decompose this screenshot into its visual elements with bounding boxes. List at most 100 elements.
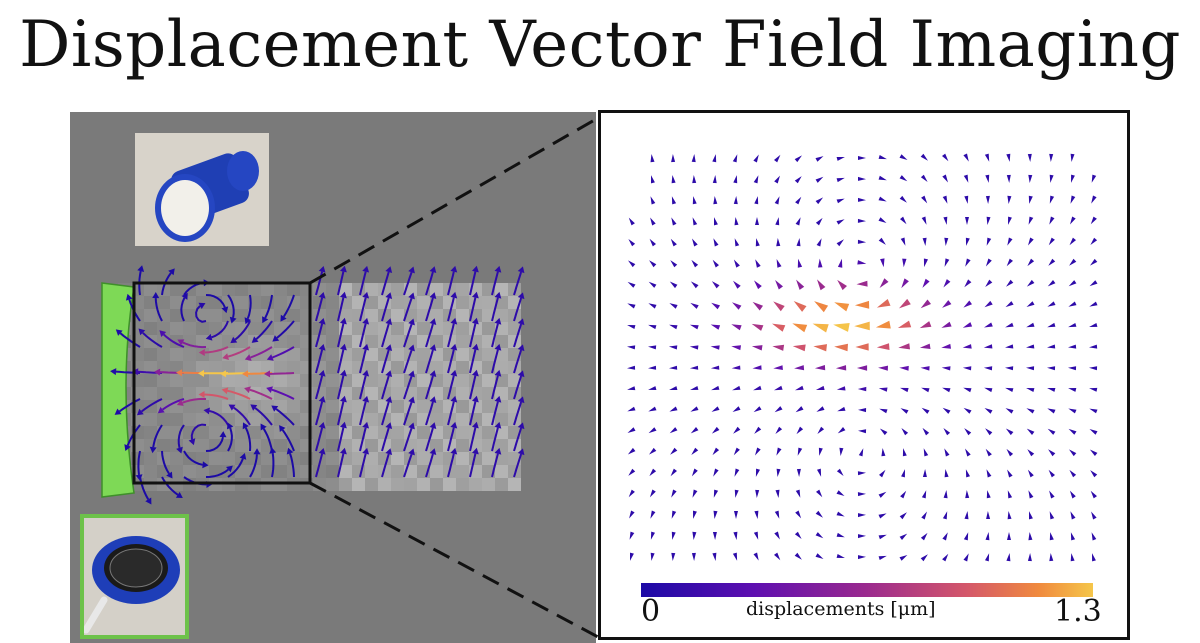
vector-arrow: [671, 531, 676, 540]
vector-arrow: [1070, 153, 1075, 162]
vector-arrow: [773, 365, 783, 370]
streamline: [381, 323, 390, 348]
streamline: [447, 271, 455, 296]
streamline: [209, 410, 229, 426]
vector-arrow: [794, 155, 802, 163]
vector-arrow: [1027, 553, 1032, 562]
sample-pixel: [352, 452, 365, 465]
vector-arrow: [1007, 469, 1013, 478]
streamline: [152, 424, 163, 448]
vector-arrow: [836, 157, 845, 161]
streamline: [491, 323, 499, 348]
vector-arrow: [942, 174, 948, 183]
sample-pixel: [196, 452, 209, 465]
streamline-arrowhead: [138, 328, 146, 336]
streamline: [337, 401, 345, 426]
vector-arrow: [944, 469, 949, 478]
streamline-arrowhead: [266, 386, 273, 394]
streamline-arrowhead: [318, 395, 326, 403]
vector-arrow: [692, 238, 698, 247]
vector-arrow: [1070, 553, 1075, 562]
vector-arrow: [693, 510, 697, 519]
streamline: [183, 450, 203, 466]
streamline-arrowhead: [494, 291, 502, 299]
vector-arrow: [1027, 258, 1035, 267]
streamline-arrowhead: [494, 317, 502, 325]
streamline: [162, 398, 185, 411]
vector-arrow: [733, 447, 740, 456]
sample-pixel: [235, 361, 248, 374]
vector-arrow: [797, 447, 803, 456]
streamline: [233, 406, 251, 426]
sample-pixel: [339, 465, 352, 478]
vector-arrow: [1070, 195, 1076, 204]
vector-arrow: [986, 490, 991, 499]
streamline: [469, 401, 477, 426]
streamline-arrowhead: [340, 265, 347, 273]
vector-arrow: [878, 217, 887, 223]
sample-pixel: [274, 426, 287, 439]
vector-arrow: [1048, 258, 1056, 266]
streamline: [337, 453, 345, 478]
vector-arrow: [690, 386, 699, 390]
vector-arrow: [941, 321, 952, 328]
sample-pixel: [144, 374, 157, 387]
colorbar-min-label: 0: [641, 594, 661, 629]
sample-pixel: [456, 413, 469, 426]
streamline-arrowhead: [385, 448, 393, 455]
vector-arrow: [710, 324, 721, 330]
vector-arrow: [731, 324, 742, 331]
streamline-arrowhead: [340, 343, 347, 351]
vector-arrow: [1068, 301, 1077, 307]
streamline-arrowhead: [362, 317, 370, 325]
streamline: [163, 333, 185, 348]
vector-arrow: [670, 260, 678, 268]
sample-pixel: [235, 283, 248, 296]
sample-pixel: [287, 400, 300, 413]
vector-arrow: [962, 366, 972, 371]
vector-arrow: [753, 385, 762, 391]
vector-arrow: [671, 217, 677, 226]
streamline: [271, 452, 275, 478]
vector-arrow: [690, 427, 699, 434]
streamline: [337, 271, 345, 296]
streamline-arrowhead: [176, 369, 183, 377]
streamline-arrowhead: [517, 448, 525, 456]
vector-arrow: [855, 343, 869, 351]
vector-arrow: [920, 299, 931, 309]
vector-arrow: [836, 198, 845, 204]
sample-pixel: [495, 283, 508, 296]
vector-arrow: [942, 300, 952, 308]
sample-pixel: [352, 400, 365, 413]
sample-pixel: [196, 283, 209, 296]
vector-arrow: [1028, 237, 1034, 246]
vector-arrow: [839, 447, 844, 456]
vector-arrow: [856, 280, 868, 287]
streamline: [315, 453, 324, 478]
vector-arrow: [856, 365, 868, 371]
vector-arrow: [775, 426, 783, 434]
streamline-arrowhead: [340, 369, 347, 377]
vector-arrow: [920, 554, 928, 562]
vector-arrow: [920, 174, 928, 182]
streamline: [262, 428, 273, 452]
streamline-arrowhead: [250, 404, 258, 411]
vector-arrow: [900, 237, 906, 246]
sample-pixel: [261, 361, 274, 374]
vector-arrow: [1028, 174, 1033, 183]
streamline-arrowhead: [175, 491, 183, 499]
vector-arrow: [775, 280, 783, 290]
streamline-arrowhead: [229, 316, 237, 324]
vector-arrow: [1090, 470, 1098, 478]
sample-pixel: [365, 439, 378, 452]
sample-pixel: [235, 439, 248, 452]
sample-pixel: [157, 361, 170, 374]
streamline-arrowhead: [471, 447, 479, 455]
vector-arrow: [985, 448, 992, 457]
vector-arrow: [648, 345, 657, 350]
vector-arrow: [711, 406, 720, 412]
streamline: [195, 305, 207, 323]
sample-pixel: [365, 413, 378, 426]
vector-arrow: [690, 302, 699, 309]
sample-pixel: [170, 374, 183, 387]
